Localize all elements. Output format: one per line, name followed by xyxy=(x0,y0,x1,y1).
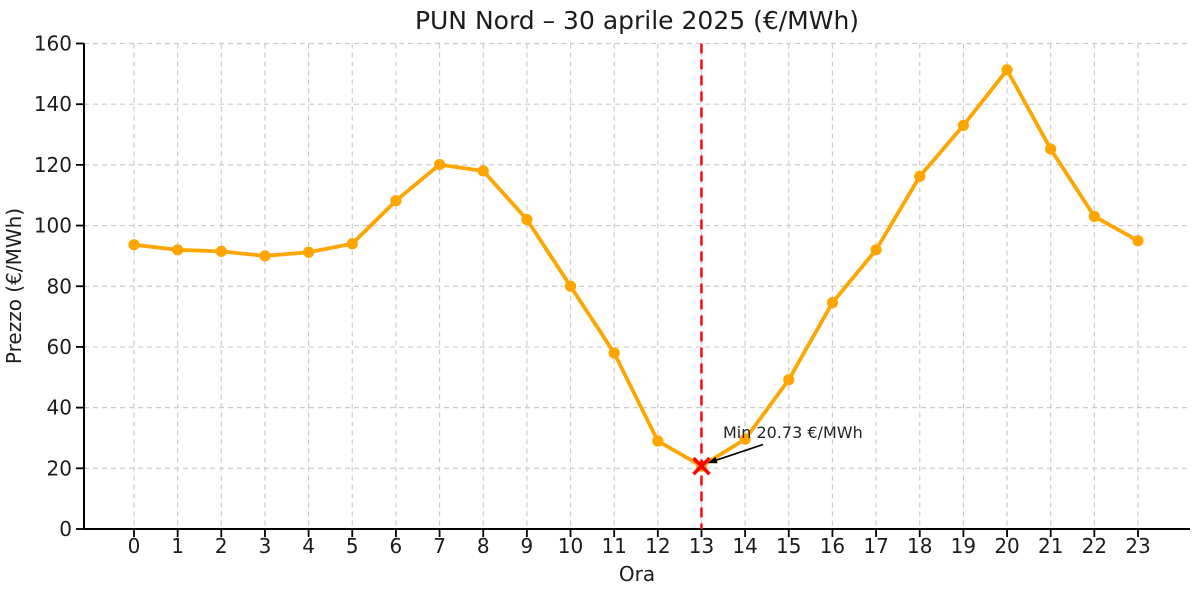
data-point-marker xyxy=(303,246,315,258)
x-tick-label: 23 xyxy=(1125,534,1150,558)
x-tick-label: 19 xyxy=(951,534,976,558)
x-tick-label: 5 xyxy=(346,534,359,558)
data-point-marker xyxy=(739,433,751,445)
y-axis-label: Prezzo (€/MWh) xyxy=(2,208,26,364)
y-tick-label: 20 xyxy=(47,456,72,480)
chart-title: PUN Nord – 30 aprile 2025 (€/MWh) xyxy=(415,6,859,35)
data-point-marker xyxy=(215,245,227,257)
x-tick-label: 15 xyxy=(776,534,801,558)
x-tick-label: 3 xyxy=(259,534,272,558)
data-point-marker xyxy=(826,297,839,309)
min-highlight xyxy=(692,43,764,529)
y-tick-label: 40 xyxy=(47,396,72,420)
x-tick-label: 9 xyxy=(521,534,534,558)
x-tick-label: 22 xyxy=(1082,534,1107,558)
gridlines xyxy=(84,42,1190,530)
y-tick-label: 60 xyxy=(47,335,72,359)
data-point-marker xyxy=(259,250,271,262)
x-tick-label: 12 xyxy=(645,534,670,558)
annotation-arrowhead xyxy=(707,456,718,464)
annotation-arrow-line xyxy=(714,443,764,462)
data-point-marker xyxy=(652,435,664,447)
x-tick-label: 8 xyxy=(477,534,490,558)
x-tick-label: 21 xyxy=(1038,534,1063,558)
x-tick-label: 6 xyxy=(390,534,403,558)
x-tick-label: 10 xyxy=(558,534,583,558)
x-tick-label: 17 xyxy=(863,534,888,558)
x-tick-label: 11 xyxy=(601,534,626,558)
y-tick-label: 120 xyxy=(34,153,72,177)
x-tick-label: 16 xyxy=(820,534,845,558)
data-point-marker xyxy=(521,213,533,226)
x-tick-label: 2 xyxy=(215,534,228,558)
data-point-marker xyxy=(564,280,577,292)
data-point-marker xyxy=(390,195,402,207)
data-point-marker xyxy=(346,238,358,250)
x-tick-label: 1 xyxy=(171,534,184,558)
data-point-marker xyxy=(477,165,489,177)
y-tick-label: 140 xyxy=(34,92,72,116)
y-tick-label: 0 xyxy=(59,517,72,541)
x-tick-label: 0 xyxy=(128,534,141,558)
data-point-marker xyxy=(1132,235,1144,247)
x-tick-label: 20 xyxy=(994,534,1019,558)
price-line xyxy=(132,67,1140,468)
data-point-marker xyxy=(1045,143,1057,155)
x-tick-label: 4 xyxy=(302,534,315,558)
data-point-marker xyxy=(1088,210,1100,223)
data-point-marker xyxy=(128,239,140,251)
data-point-marker xyxy=(608,347,620,359)
price-series xyxy=(128,64,1144,472)
data-point-marker xyxy=(870,244,882,256)
min-annotation-label: Min 20.73 €/MWh xyxy=(723,423,863,442)
data-point-marker xyxy=(1001,64,1013,76)
data-point-marker xyxy=(957,119,969,132)
x-tick-label: 13 xyxy=(689,534,714,558)
data-point-marker xyxy=(433,158,446,171)
x-tick-label: 14 xyxy=(732,534,757,558)
x-tick-label: 7 xyxy=(433,534,446,558)
data-point-marker xyxy=(172,244,184,256)
data-point-marker xyxy=(783,374,795,386)
x-tick-label: 18 xyxy=(907,534,932,558)
min-x-marker xyxy=(692,456,711,476)
x-axis-label: Ora xyxy=(619,562,655,586)
y-tick-label: 80 xyxy=(47,274,72,298)
data-point-marker xyxy=(914,170,926,183)
y-tick-label: 160 xyxy=(34,32,72,56)
y-tick-label: 100 xyxy=(34,214,72,238)
